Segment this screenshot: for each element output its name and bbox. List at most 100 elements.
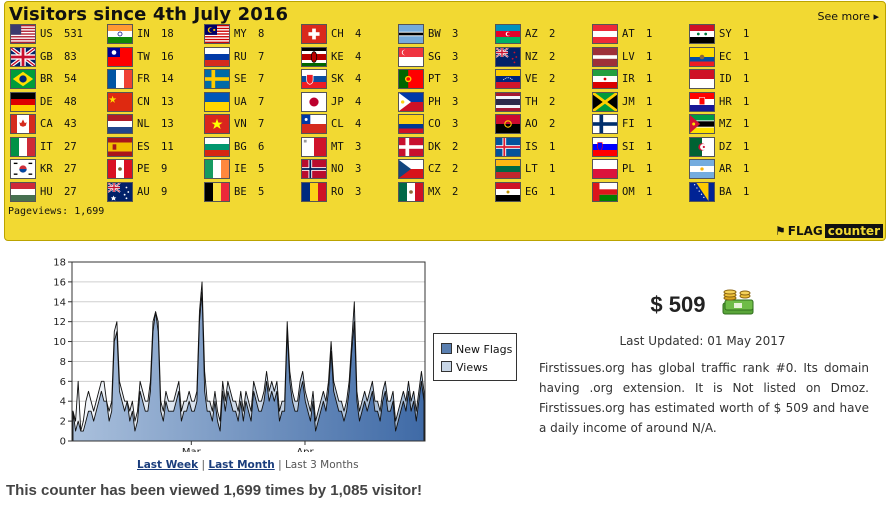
- legend-swatch-views: [441, 361, 452, 372]
- country-code: AR: [719, 163, 732, 175]
- country-entry-cn: CN 13: [107, 91, 203, 114]
- visitor-count: 1: [549, 140, 556, 153]
- visitor-count: 7: [258, 95, 265, 108]
- country-entry-in: IN 18: [107, 24, 203, 46]
- country-entry-lt: LT 1: [495, 159, 591, 181]
- country-code: SY: [719, 28, 732, 40]
- country-entry-at: AT 1: [592, 24, 688, 46]
- country-code: BE: [234, 185, 247, 198]
- si-flag-icon: [592, 136, 618, 157]
- country-entry-jp: JP 4: [301, 91, 397, 114]
- country-code: US: [40, 28, 53, 40]
- country-code: CO: [428, 118, 441, 130]
- eg-flag-icon: [495, 181, 521, 202]
- money-stack-icon: [721, 288, 755, 322]
- country-code: NZ: [525, 50, 538, 63]
- country-code: UA: [234, 95, 247, 108]
- visitor-count: 1: [743, 28, 750, 40]
- x-tick-label: Mar: [182, 447, 202, 452]
- legend-label-new-flags: New Flags: [456, 343, 513, 356]
- flag-counter-panel: Visitors since 4th July 2016 See more ▸ …: [4, 1, 886, 241]
- country-entry-th: TH 2: [495, 91, 591, 114]
- see-more-link[interactable]: See more ▸: [817, 10, 879, 23]
- chart-legend: New Flags Views: [433, 333, 517, 381]
- country-code: MZ: [719, 118, 732, 130]
- visitor-count: 27: [64, 140, 77, 153]
- country-entry-ch: CH 4: [301, 24, 397, 46]
- nz-flag-icon: [495, 46, 521, 67]
- country-code: KE: [331, 50, 344, 63]
- visitor-count: 1: [646, 50, 653, 63]
- se-flag-icon: [204, 69, 230, 89]
- visitor-count: 7: [258, 118, 265, 130]
- last-week-link[interactable]: Last Week: [137, 459, 199, 471]
- visitor-count: 1: [549, 185, 556, 198]
- visitor-count: 8: [258, 28, 265, 40]
- mt-flag-icon: [301, 136, 327, 157]
- last-month-link[interactable]: Last Month: [208, 459, 275, 471]
- country-code: MY: [234, 28, 247, 40]
- country-entry-fi: FI 1: [592, 114, 688, 136]
- bg-flag-icon: [204, 136, 230, 157]
- country-entry-eg: EG 1: [495, 181, 591, 204]
- country-entry-pl: PL 1: [592, 159, 688, 181]
- sk-flag-icon: [301, 69, 327, 89]
- visitor-count: 83: [64, 50, 77, 63]
- pageviews-count: Pageviews: 1,699: [8, 206, 105, 217]
- country-code: MX: [428, 185, 441, 198]
- country-code: RO: [331, 185, 344, 198]
- country-entry-ir: IR 1: [592, 69, 688, 91]
- country-code: RU: [234, 50, 247, 63]
- country-code: PT: [428, 73, 441, 85]
- ve-flag-icon: [495, 69, 521, 89]
- visitor-count: 16: [161, 50, 174, 63]
- visitor-count: 1: [646, 185, 653, 198]
- country-entry-mz: MZ 1: [689, 114, 785, 136]
- country-entry-jm: JM 1: [592, 91, 688, 114]
- legend-swatch-new-flags: [441, 343, 452, 354]
- ar-flag-icon: [689, 159, 715, 179]
- country-code: VE: [525, 73, 538, 85]
- visitor-count: 1: [743, 118, 750, 130]
- ch-flag-icon: [301, 24, 327, 44]
- om-flag-icon: [592, 181, 618, 202]
- plot-frame: [71, 261, 426, 442]
- country-entry-ie: IE 5: [204, 159, 300, 181]
- country-code: AO: [525, 118, 538, 130]
- th-flag-icon: [495, 91, 521, 112]
- flagcounter-logo[interactable]: ⚑ FLAG counter: [775, 224, 883, 238]
- az-flag-icon: [495, 24, 521, 44]
- jm-flag-icon: [592, 91, 618, 112]
- visitor-count: 3: [355, 185, 362, 198]
- country-entry-nz: NZ 2: [495, 46, 591, 69]
- country-code: IT: [40, 140, 53, 153]
- visitor-count: 3: [452, 28, 459, 40]
- visitor-count: 13: [161, 118, 174, 130]
- visitor-count: 1: [549, 163, 556, 175]
- country-code: DK: [428, 140, 441, 153]
- x-tick-label: Apr: [296, 447, 314, 452]
- country-code: BG: [234, 140, 247, 153]
- country-code: IE: [234, 163, 247, 175]
- visitor-count: 48: [64, 95, 77, 108]
- chart-svg: 0 2 4 6 8 10 12 14 16 18 Mar Apr: [53, 258, 426, 452]
- lt-flag-icon: [495, 159, 521, 179]
- ao-flag-icon: [495, 114, 521, 134]
- cz-flag-icon: [398, 159, 424, 179]
- country-entry-es: ES 11: [107, 136, 203, 159]
- visitor-count: 3: [452, 118, 459, 130]
- country-code: IS: [525, 140, 538, 153]
- country-entry-ro: RO 3: [301, 181, 397, 204]
- visitor-count: 1: [743, 185, 750, 198]
- country-entry-om: OM 1: [592, 181, 688, 204]
- worth-row: $ 509: [535, 288, 870, 322]
- ua-flag-icon: [204, 91, 230, 112]
- jp-flag-icon: [301, 91, 327, 112]
- country-code: PH: [428, 95, 441, 108]
- country-entry-ec: EC 1: [689, 46, 785, 69]
- country-code: KR: [40, 163, 53, 175]
- range-selector: Last Week | Last Month | Last 3 Months: [137, 459, 359, 471]
- co-flag-icon: [398, 114, 424, 134]
- country-entry-se: SE 7: [204, 69, 300, 91]
- visitor-count: 2: [452, 140, 459, 153]
